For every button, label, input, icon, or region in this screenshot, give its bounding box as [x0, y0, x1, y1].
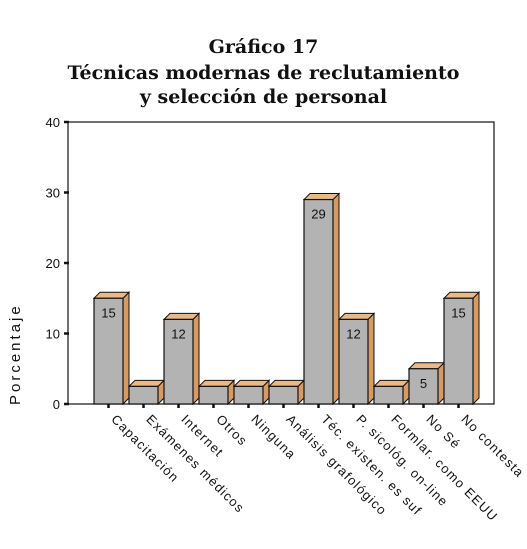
chart-subtitle-line-1: Técnicas modernas de reclutamiento [67, 62, 460, 84]
y-axis-label: Porcentaje [7, 303, 24, 405]
chart-title: Gráfico 17 [208, 36, 319, 58]
bar-top [197, 379, 236, 387]
bar [268, 385, 299, 405]
y-tick-label: 10 [46, 327, 60, 342]
bar-side [472, 291, 480, 406]
bar [163, 318, 194, 405]
y-tick-label: 20 [46, 256, 60, 271]
chart-subtitle-line-2: y selección de personal [139, 86, 388, 108]
bar [408, 368, 439, 405]
y-tick-label: 30 [46, 186, 60, 201]
y-tick-label: 40 [46, 115, 60, 130]
data-label: 12 [171, 326, 185, 341]
bar-side [437, 361, 445, 406]
bar-top [232, 379, 271, 387]
x-tick-label: No contesta [458, 412, 527, 481]
bar [303, 198, 334, 405]
bar-top [337, 312, 376, 320]
bar-top [372, 379, 411, 387]
data-label: 15 [101, 305, 115, 320]
bar-side [122, 291, 130, 406]
bar [233, 385, 264, 405]
bar-top [407, 362, 446, 370]
y-tick-label: 0 [53, 397, 60, 412]
data-label: 12 [346, 326, 360, 341]
bar-side [332, 192, 340, 406]
bar-top [267, 379, 306, 387]
bar-top [92, 291, 131, 299]
plot-frame [67, 121, 495, 405]
bar-top [302, 193, 341, 201]
bar-top [162, 312, 201, 320]
data-label: 15 [451, 305, 465, 320]
bar-side [192, 312, 200, 406]
bar-side [367, 312, 375, 406]
data-label: 29 [311, 207, 325, 222]
bar-top [442, 291, 481, 299]
bar-top [127, 379, 166, 387]
bar [198, 385, 229, 405]
bar [93, 297, 124, 405]
data-label: 5 [420, 376, 427, 391]
bar [373, 385, 404, 405]
bar [128, 385, 159, 405]
